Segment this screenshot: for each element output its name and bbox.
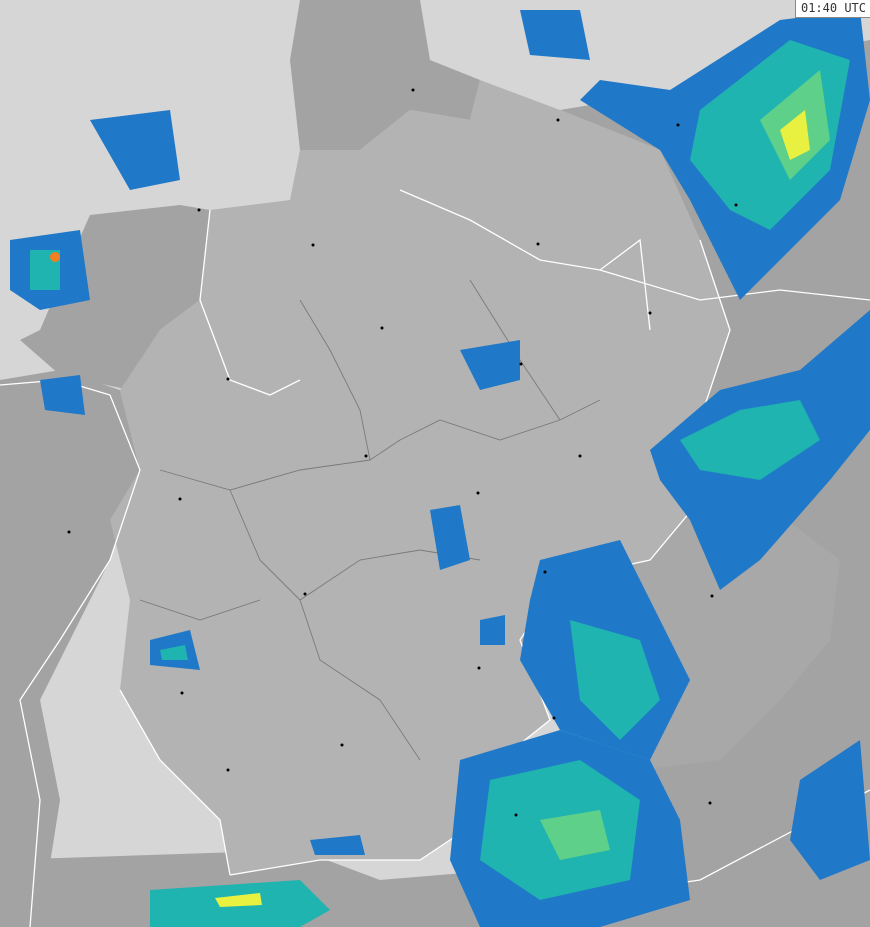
neighbor-land bbox=[0, 370, 140, 927]
neighbor-land-denmark bbox=[290, 0, 480, 150]
precipitation-areas bbox=[10, 10, 870, 927]
neighbor-land-netherlands bbox=[20, 205, 210, 390]
germany-land bbox=[110, 80, 730, 875]
city-markers bbox=[67, 88, 738, 817]
timestamp-label: 01:40 UTC bbox=[794, 0, 870, 18]
